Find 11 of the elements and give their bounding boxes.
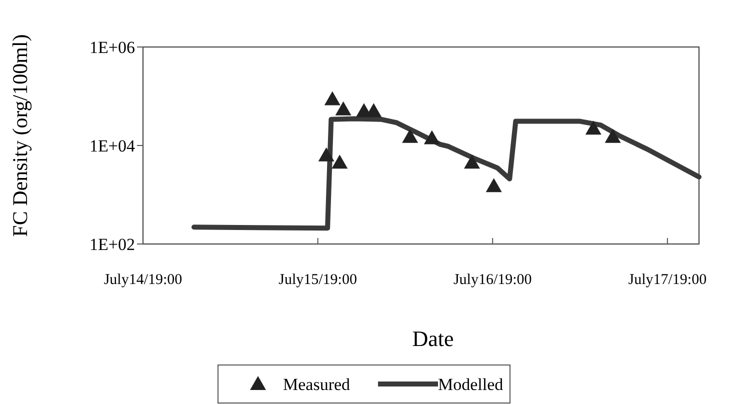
legend-label: Modelled [438, 375, 504, 394]
legend-label: Measured [283, 375, 351, 394]
y-tick-label: 1E+04 [90, 136, 136, 156]
x-tick-label: July17/19:00 [628, 272, 707, 288]
y-axis-title: FC Density (org/100ml) [8, 34, 32, 237]
x-axis-title: Date [412, 326, 454, 351]
y-tick-label: 1E+06 [90, 38, 135, 57]
x-tick-label: July16/19:00 [453, 272, 532, 288]
y-tick-label: 1E+02 [90, 235, 135, 254]
x-tick-label: July15/19:00 [278, 272, 357, 288]
x-tick-label: July14/19:00 [104, 272, 182, 288]
